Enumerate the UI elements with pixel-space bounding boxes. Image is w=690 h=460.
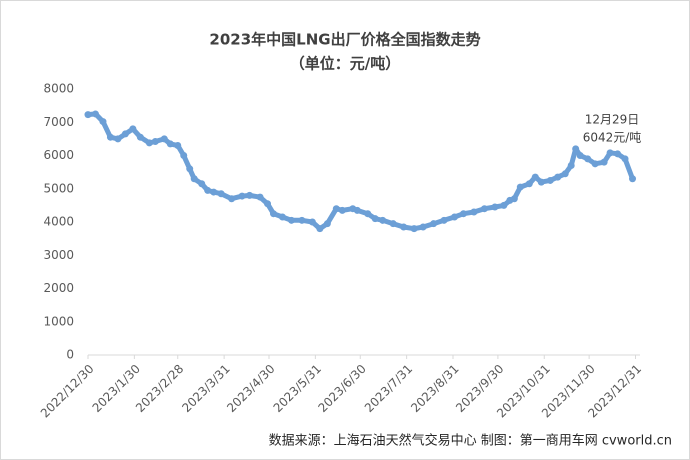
point bbox=[451, 213, 459, 221]
y-tick-label: 7000 bbox=[43, 115, 74, 129]
point bbox=[480, 205, 488, 213]
point bbox=[338, 206, 346, 214]
point bbox=[166, 140, 174, 148]
point bbox=[323, 220, 331, 228]
y-tick-label: 4000 bbox=[43, 215, 74, 229]
point bbox=[151, 138, 159, 146]
point bbox=[572, 145, 580, 153]
point bbox=[591, 160, 599, 168]
point bbox=[600, 158, 608, 166]
point bbox=[629, 175, 637, 183]
y-tick-label: 6000 bbox=[43, 148, 74, 162]
point bbox=[190, 175, 198, 183]
point bbox=[410, 225, 418, 233]
point bbox=[389, 220, 397, 228]
point bbox=[621, 155, 629, 163]
point bbox=[584, 155, 592, 163]
point bbox=[459, 210, 467, 218]
point bbox=[287, 216, 295, 224]
point bbox=[84, 111, 92, 119]
annotation-value: 6042元/吨 bbox=[583, 131, 642, 145]
point bbox=[379, 216, 387, 224]
point bbox=[129, 125, 137, 133]
point bbox=[204, 186, 212, 194]
point bbox=[332, 205, 340, 213]
point bbox=[614, 150, 622, 158]
point bbox=[419, 223, 427, 231]
point bbox=[238, 192, 246, 200]
point bbox=[256, 193, 264, 201]
point bbox=[228, 195, 236, 203]
point bbox=[531, 173, 539, 181]
point bbox=[400, 223, 408, 231]
y-tick-label: 8000 bbox=[43, 82, 74, 96]
y-tick-label: 5000 bbox=[43, 181, 74, 195]
point bbox=[525, 180, 533, 188]
chart-title: 2023年中国LNG出厂价格全国指数走势 bbox=[209, 31, 480, 49]
point bbox=[114, 135, 122, 143]
chart-subtitle: （单位：元/吨） bbox=[290, 55, 400, 73]
point bbox=[308, 218, 316, 226]
point bbox=[186, 165, 194, 173]
point bbox=[246, 191, 254, 199]
point bbox=[561, 170, 569, 178]
point bbox=[470, 208, 478, 216]
point bbox=[198, 180, 206, 188]
point bbox=[510, 195, 518, 203]
point bbox=[576, 152, 584, 159]
y-tick-label: 3000 bbox=[43, 248, 74, 262]
point bbox=[298, 216, 306, 224]
point bbox=[371, 215, 379, 223]
point bbox=[554, 173, 562, 181]
y-tick-label: 2000 bbox=[43, 281, 74, 295]
point bbox=[145, 139, 153, 147]
point bbox=[121, 130, 129, 138]
point bbox=[500, 201, 508, 209]
point bbox=[440, 216, 448, 224]
point bbox=[269, 210, 277, 218]
point bbox=[606, 149, 614, 157]
point bbox=[91, 110, 99, 118]
point bbox=[353, 206, 361, 214]
point bbox=[264, 200, 272, 208]
annotation-date: 12月29日 bbox=[585, 113, 640, 127]
point bbox=[136, 133, 144, 141]
y-tick-label: 1000 bbox=[43, 314, 74, 328]
point bbox=[491, 203, 499, 211]
point bbox=[430, 220, 438, 228]
point bbox=[316, 225, 324, 233]
point bbox=[210, 188, 218, 196]
point bbox=[106, 133, 114, 141]
point bbox=[180, 152, 188, 159]
point bbox=[174, 142, 182, 150]
point bbox=[537, 178, 545, 186]
source-note: 数据来源：上海石油天然气交易中心 制图：第一商用车网 cvworld.cn bbox=[269, 433, 672, 449]
point bbox=[278, 213, 286, 221]
point bbox=[160, 135, 168, 143]
y-tick-label: 0 bbox=[66, 348, 74, 362]
point bbox=[217, 190, 225, 198]
point bbox=[546, 176, 554, 184]
point bbox=[516, 183, 524, 191]
point bbox=[364, 210, 372, 218]
point bbox=[99, 118, 107, 126]
point bbox=[567, 161, 575, 169]
